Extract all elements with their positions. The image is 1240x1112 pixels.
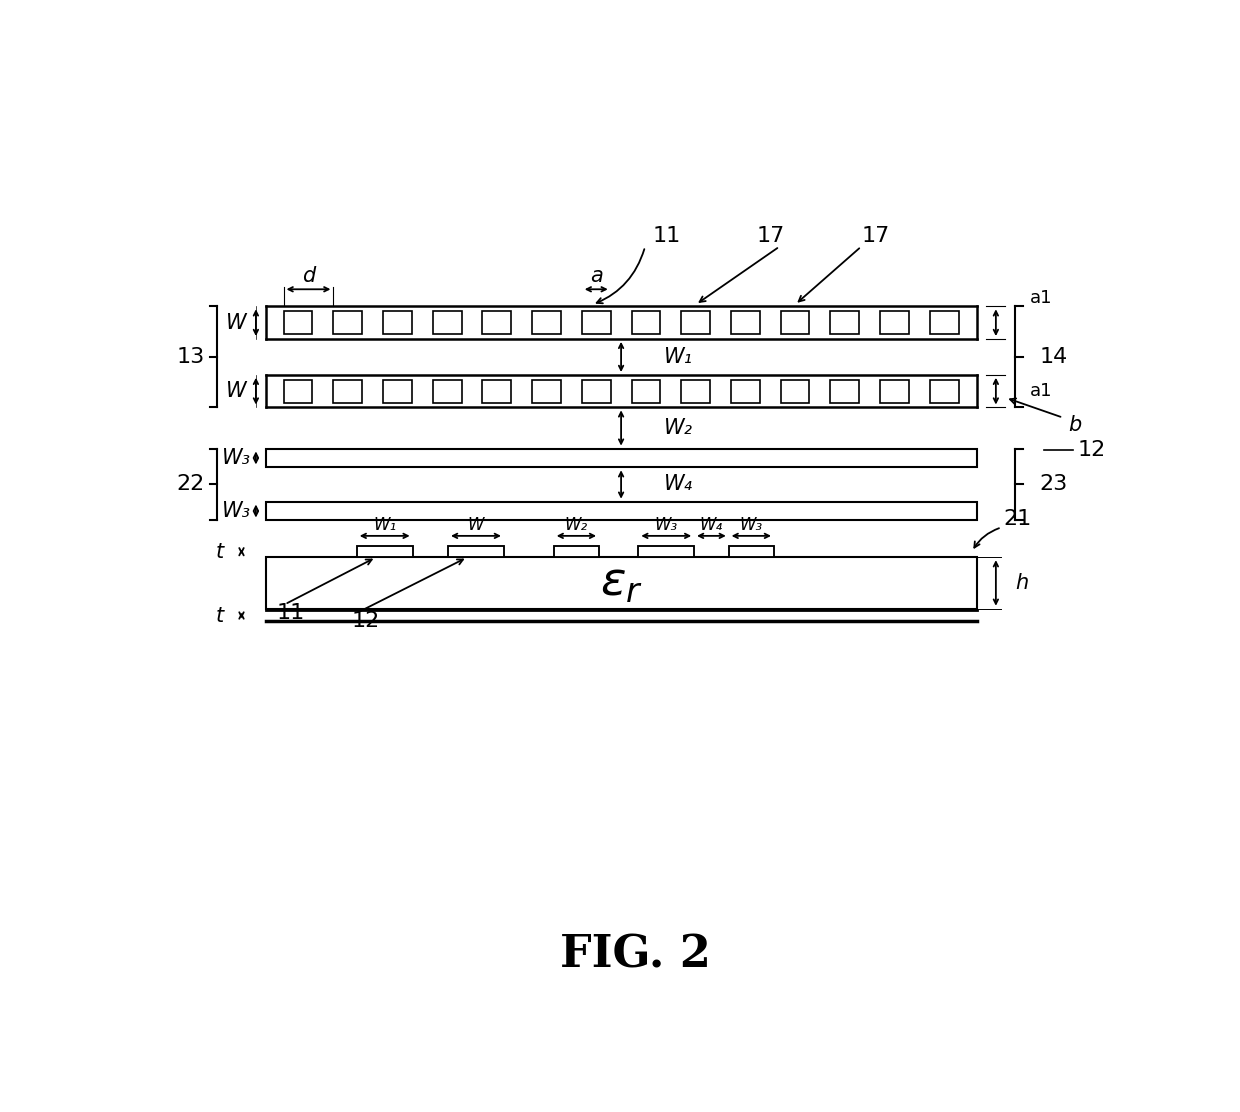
Bar <box>334 311 362 334</box>
Text: W₂: W₂ <box>665 418 693 438</box>
Bar <box>448 546 503 557</box>
Bar <box>532 311 560 334</box>
Bar <box>681 380 711 403</box>
Bar <box>482 380 511 403</box>
Bar <box>781 311 810 334</box>
Text: t: t <box>216 542 224 562</box>
Text: 23: 23 <box>1039 475 1068 495</box>
Text: W: W <box>467 516 485 534</box>
Text: 13: 13 <box>176 347 205 367</box>
Text: 11: 11 <box>277 603 305 623</box>
Bar <box>284 311 312 334</box>
Text: a: a <box>590 267 603 287</box>
Text: 21: 21 <box>1003 509 1032 528</box>
Bar <box>730 380 760 403</box>
Bar <box>357 546 413 557</box>
Text: W₃: W₃ <box>655 516 678 534</box>
Text: a1: a1 <box>1029 289 1052 307</box>
Bar <box>433 380 461 403</box>
Text: a1: a1 <box>1029 383 1052 400</box>
Bar <box>582 380 610 403</box>
Text: 11: 11 <box>652 226 681 246</box>
Bar <box>729 546 774 557</box>
Text: d: d <box>301 267 315 287</box>
Text: FIG. 2: FIG. 2 <box>560 934 711 977</box>
Bar <box>265 502 977 520</box>
Text: h: h <box>1016 573 1028 593</box>
Bar <box>383 380 412 403</box>
Bar <box>880 380 909 403</box>
Bar <box>284 380 312 403</box>
Bar <box>930 311 959 334</box>
Text: W₁: W₁ <box>665 347 693 367</box>
Text: W₂: W₂ <box>565 516 588 534</box>
Bar <box>532 380 560 403</box>
Text: b: b <box>1068 415 1081 435</box>
Text: 14: 14 <box>1039 347 1068 367</box>
Bar <box>334 380 362 403</box>
Bar <box>831 311 859 334</box>
Text: W: W <box>227 381 247 401</box>
Text: W₃: W₃ <box>740 516 763 534</box>
Text: $\varepsilon_r$: $\varepsilon_r$ <box>600 560 642 606</box>
Bar <box>781 380 810 403</box>
Bar <box>265 448 977 467</box>
Bar <box>730 311 760 334</box>
Text: t: t <box>216 606 224 626</box>
Bar <box>631 311 661 334</box>
Bar <box>639 546 694 557</box>
Text: W₁: W₁ <box>373 516 397 534</box>
Text: 17: 17 <box>756 226 785 246</box>
Text: W₄: W₄ <box>665 475 693 495</box>
Bar <box>681 311 711 334</box>
Bar <box>831 380 859 403</box>
Bar <box>383 311 412 334</box>
Text: W: W <box>227 312 247 332</box>
Text: W₃: W₃ <box>222 448 252 468</box>
Text: W₄: W₄ <box>699 516 723 534</box>
Text: 12: 12 <box>352 612 381 632</box>
Bar <box>631 380 661 403</box>
Bar <box>930 380 959 403</box>
Text: 17: 17 <box>862 226 889 246</box>
Text: 22: 22 <box>176 475 205 495</box>
Bar <box>582 311 610 334</box>
Bar <box>433 311 461 334</box>
Bar <box>482 311 511 334</box>
Bar <box>880 311 909 334</box>
Text: 12: 12 <box>1078 440 1106 460</box>
Bar <box>554 546 599 557</box>
Text: W₃: W₃ <box>222 502 252 522</box>
Bar <box>265 557 977 608</box>
